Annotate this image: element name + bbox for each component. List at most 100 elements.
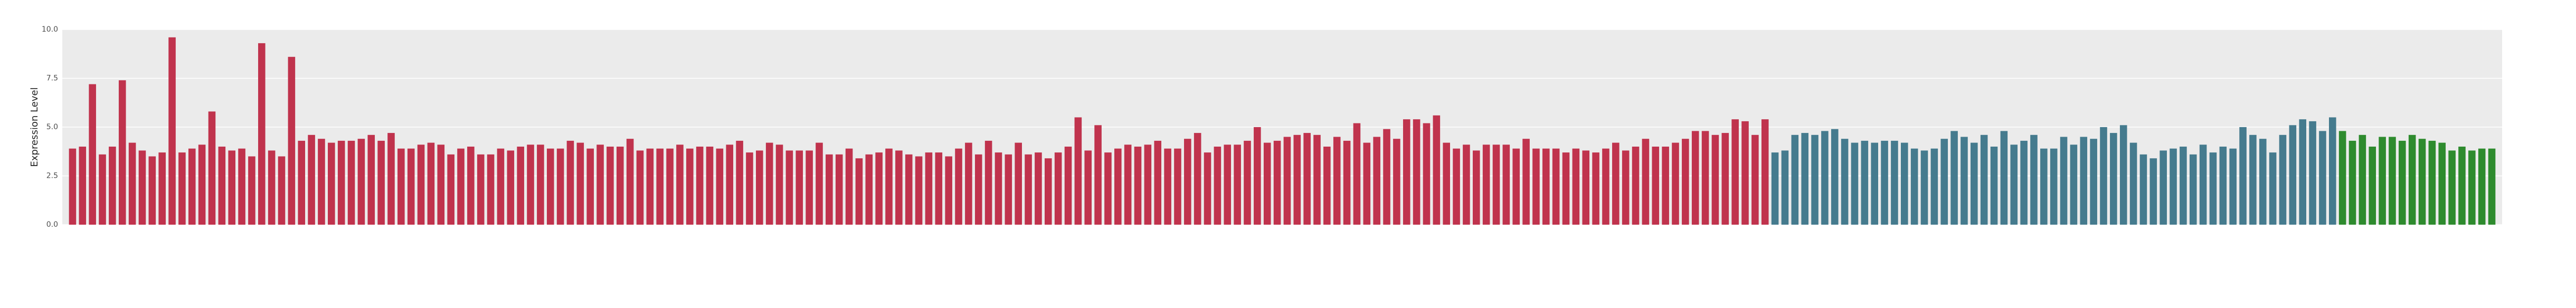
bar — [69, 148, 77, 225]
bar — [546, 148, 554, 225]
bar — [826, 154, 833, 225]
bar — [2468, 150, 2476, 225]
bar — [2299, 119, 2307, 225]
bar — [387, 133, 395, 225]
bar — [2209, 152, 2217, 225]
bar — [497, 148, 505, 225]
bar — [1771, 152, 1779, 225]
bar — [2309, 121, 2316, 225]
bar — [238, 148, 245, 225]
bar — [1801, 133, 1808, 225]
bar — [1044, 158, 1052, 225]
bar — [228, 150, 235, 225]
bar — [1831, 129, 1839, 225]
bar — [2110, 133, 2117, 225]
bar — [2369, 147, 2376, 225]
bar — [158, 152, 166, 225]
bar — [2100, 127, 2107, 225]
bar — [2279, 134, 2287, 225]
bar — [288, 56, 296, 225]
bar — [1642, 139, 1650, 225]
bar — [1194, 133, 1201, 225]
bar — [1343, 140, 1351, 225]
bar — [1273, 140, 1281, 225]
bar — [357, 139, 365, 225]
bar — [318, 139, 325, 225]
bar — [2090, 139, 2097, 225]
bar — [2448, 150, 2456, 225]
bar — [1333, 137, 1341, 225]
bar — [1104, 152, 1112, 225]
bar — [148, 156, 156, 225]
bar — [2249, 134, 2257, 225]
bar — [556, 148, 564, 225]
bar — [1652, 147, 1660, 225]
bar — [995, 152, 1002, 225]
bar — [1701, 131, 1709, 225]
bar — [1791, 134, 1799, 225]
bar — [1084, 150, 1092, 225]
bar — [686, 148, 694, 225]
bar — [2030, 134, 2038, 225]
bar — [278, 156, 286, 225]
bar — [1761, 119, 1769, 225]
bar — [1025, 154, 1032, 225]
bar — [955, 148, 962, 225]
bar — [865, 154, 873, 225]
bar — [89, 84, 96, 225]
bar — [756, 150, 763, 225]
bar — [2149, 158, 2157, 225]
bar — [1463, 145, 1470, 225]
bar — [1313, 134, 1321, 225]
bar — [417, 145, 425, 225]
bar — [1214, 147, 1221, 225]
bar — [1552, 148, 1560, 225]
bar — [626, 139, 634, 225]
bar — [2359, 134, 2366, 225]
bar — [2199, 145, 2207, 225]
bar — [785, 150, 793, 225]
bar — [328, 142, 335, 225]
bar — [477, 154, 485, 225]
bar — [128, 142, 136, 225]
bar — [2040, 148, 2048, 225]
bar — [1472, 150, 1480, 225]
bar — [1423, 123, 1431, 225]
bar — [1861, 140, 1869, 225]
bar — [2319, 131, 2326, 225]
bar — [1433, 115, 1441, 225]
bar — [268, 150, 276, 225]
bar — [168, 37, 176, 225]
bar — [1094, 125, 1102, 225]
bar — [616, 147, 624, 225]
bar — [935, 152, 943, 225]
bar — [596, 145, 604, 225]
bar — [447, 154, 454, 225]
bar — [1244, 140, 1251, 225]
bar — [347, 140, 355, 225]
bar — [2269, 152, 2277, 225]
bar — [765, 142, 773, 225]
bar — [2399, 140, 2406, 225]
bar — [915, 156, 923, 225]
bar — [875, 152, 883, 225]
bar — [2438, 142, 2446, 225]
bar — [527, 145, 534, 225]
bar — [2389, 137, 2396, 225]
bar — [2160, 150, 2167, 225]
bar — [1144, 145, 1152, 225]
bar — [1572, 148, 1580, 225]
bar — [208, 111, 216, 225]
y-tick-label: 10.0 — [42, 25, 58, 34]
bar — [885, 148, 893, 225]
bar — [775, 145, 783, 225]
bar — [1602, 148, 1609, 225]
bar — [537, 145, 544, 225]
bar — [2379, 137, 2386, 225]
bar — [855, 158, 863, 225]
bar — [1622, 150, 1630, 225]
bar — [607, 147, 614, 225]
bar — [1711, 134, 1719, 225]
bar — [1263, 142, 1271, 225]
